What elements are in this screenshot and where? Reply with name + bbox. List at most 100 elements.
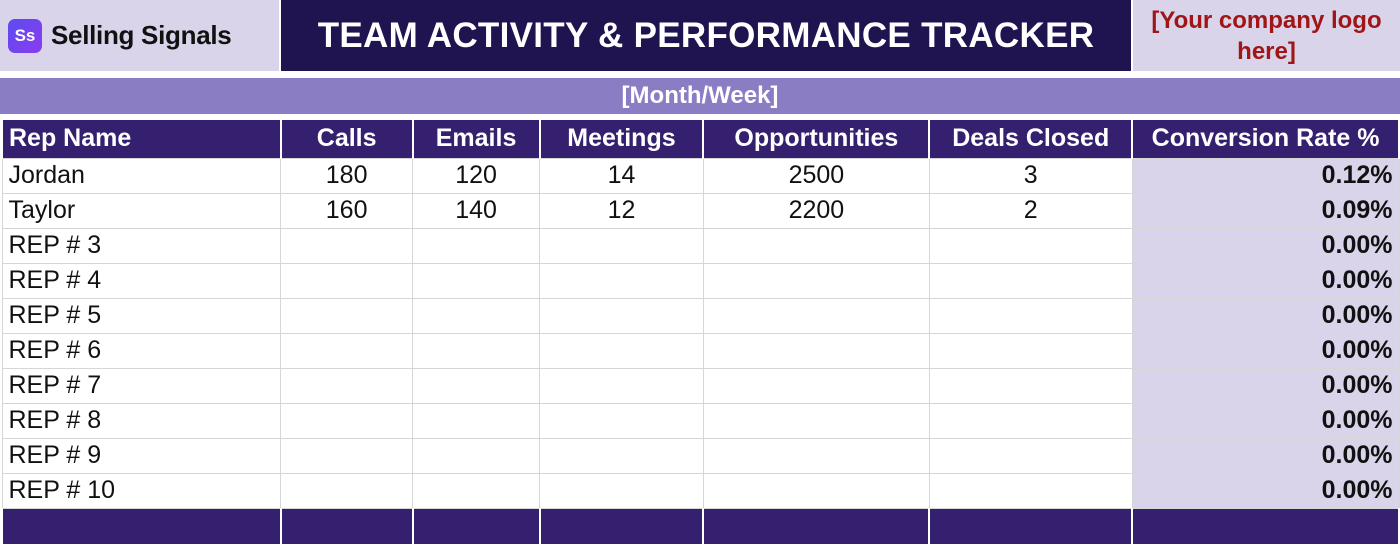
cell-emails[interactable] [412, 262, 541, 299]
cell-opportunities[interactable] [702, 367, 930, 404]
cell-calls[interactable] [280, 367, 414, 404]
period-cell[interactable]: [Month/Week] [0, 78, 1400, 114]
cell-meetings[interactable] [539, 227, 704, 264]
table-footer-row [1, 508, 1400, 544]
cell-conversion-rate[interactable]: 0.00% [1131, 297, 1400, 334]
cell-calls[interactable] [280, 297, 414, 334]
cell-deals-closed[interactable] [928, 332, 1133, 369]
column-header-emails[interactable]: Emails [411, 120, 541, 158]
cell-calls[interactable] [280, 402, 414, 439]
cell-rep-name[interactable]: Jordan [1, 157, 282, 194]
footer-cell[interactable] [928, 508, 1134, 544]
cell-calls[interactable] [280, 332, 414, 369]
cell-emails[interactable] [412, 297, 541, 334]
cell-conversion-rate[interactable]: 0.00% [1131, 262, 1400, 299]
period-label: [Month/Week] [621, 82, 779, 109]
cell-emails[interactable] [412, 472, 541, 509]
brand-cell[interactable]: Ss Selling Signals [0, 0, 280, 71]
cell-deals-closed[interactable] [928, 402, 1133, 439]
cell-conversion-rate[interactable]: 0.00% [1131, 402, 1400, 439]
column-header-conversion-rate[interactable]: Conversion Rate % [1131, 120, 1400, 158]
footer-cell[interactable] [279, 508, 414, 544]
cell-rep-name[interactable]: REP # 7 [1, 367, 282, 404]
cell-meetings[interactable]: 12 [539, 192, 704, 229]
cell-conversion-rate[interactable]: 0.00% [1131, 472, 1400, 509]
cell-opportunities[interactable]: 2200 [702, 192, 930, 229]
cell-rep-name[interactable]: REP # 9 [1, 437, 282, 474]
table-row: REP # 8 0.00% [1, 402, 1400, 439]
cell-meetings[interactable] [539, 472, 704, 509]
table-row: REP # 7 0.00% [1, 367, 1400, 404]
company-logo-placeholder: [Your company logo here] [1151, 6, 1382, 65]
cell-conversion-rate[interactable]: 0.09% [1131, 192, 1400, 229]
cell-conversion-rate[interactable]: 0.12% [1131, 157, 1400, 194]
cell-emails[interactable] [412, 367, 541, 404]
cell-deals-closed[interactable]: 2 [928, 192, 1133, 229]
cell-meetings[interactable] [539, 297, 704, 334]
footer-cell[interactable] [702, 508, 931, 544]
footer-cell[interactable] [1131, 508, 1400, 544]
table-row: REP # 3 0.00% [1, 227, 1400, 264]
cell-opportunities[interactable] [702, 332, 930, 369]
company-logo-cell[interactable]: [Your company logo here] [1133, 0, 1400, 71]
cell-calls[interactable] [280, 472, 414, 509]
column-header-opportunities[interactable]: Opportunities [702, 120, 931, 158]
cell-rep-name[interactable]: REP # 5 [1, 297, 282, 334]
footer-cell[interactable] [538, 508, 705, 544]
footer-cell[interactable] [411, 508, 541, 544]
table-row: REP # 10 0.00% [1, 472, 1400, 509]
cell-calls[interactable]: 160 [280, 192, 414, 229]
cell-deals-closed[interactable] [928, 472, 1133, 509]
cell-deals-closed[interactable]: 3 [928, 157, 1133, 194]
cell-emails[interactable]: 120 [412, 157, 541, 194]
cell-calls[interactable]: 180 [280, 157, 414, 194]
cell-conversion-rate[interactable]: 0.00% [1131, 367, 1400, 404]
cell-conversion-rate[interactable]: 0.00% [1131, 332, 1400, 369]
column-header-deals-closed[interactable]: Deals Closed [928, 120, 1134, 158]
cell-rep-name[interactable]: REP # 6 [1, 332, 282, 369]
cell-rep-name[interactable]: REP # 8 [1, 402, 282, 439]
table-row: REP # 4 0.00% [1, 262, 1400, 299]
cell-opportunities[interactable] [702, 402, 930, 439]
cell-opportunities[interactable]: 2500 [702, 157, 930, 194]
column-header-meetings[interactable]: Meetings [538, 120, 705, 158]
cell-rep-name[interactable]: REP # 3 [1, 227, 282, 264]
cell-conversion-rate[interactable]: 0.00% [1131, 227, 1400, 264]
cell-emails[interactable]: 140 [412, 192, 541, 229]
cell-meetings[interactable] [539, 367, 704, 404]
column-header-calls[interactable]: Calls [279, 120, 414, 158]
cell-rep-name[interactable]: REP # 4 [1, 262, 282, 299]
title-cell[interactable]: TEAM ACTIVITY & PERFORMANCE TRACKER [281, 0, 1131, 71]
cell-calls[interactable] [280, 262, 414, 299]
cell-calls[interactable] [280, 437, 414, 474]
table-row: Taylor 160 140 12 2200 2 0.09% [1, 192, 1400, 229]
column-header-rep-name[interactable]: Rep Name [1, 120, 282, 158]
cell-emails[interactable] [412, 402, 541, 439]
cell-meetings[interactable] [539, 402, 704, 439]
cell-deals-closed[interactable] [928, 227, 1133, 264]
cell-opportunities[interactable] [702, 472, 930, 509]
cell-opportunities[interactable] [702, 437, 930, 474]
brand-name: Selling Signals [51, 20, 232, 50]
cell-deals-closed[interactable] [928, 262, 1133, 299]
cell-conversion-rate[interactable]: 0.00% [1131, 437, 1400, 474]
cell-opportunities[interactable] [702, 262, 930, 299]
cell-emails[interactable] [412, 437, 541, 474]
cell-emails[interactable] [412, 227, 541, 264]
cell-meetings[interactable]: 14 [539, 157, 704, 194]
cell-deals-closed[interactable] [928, 297, 1133, 334]
cell-calls[interactable] [280, 227, 414, 264]
cell-emails[interactable] [412, 332, 541, 369]
cell-deals-closed[interactable] [928, 437, 1133, 474]
cell-meetings[interactable] [539, 437, 704, 474]
cell-rep-name[interactable]: REP # 10 [1, 472, 282, 509]
cell-meetings[interactable] [539, 332, 704, 369]
cell-opportunities[interactable] [702, 297, 930, 334]
cell-rep-name[interactable]: Taylor [1, 192, 282, 229]
cell-deals-closed[interactable] [928, 367, 1133, 404]
cell-meetings[interactable] [539, 262, 704, 299]
cell-opportunities[interactable] [702, 227, 930, 264]
footer-cell[interactable] [1, 508, 282, 544]
table-row: REP # 5 0.00% [1, 297, 1400, 334]
